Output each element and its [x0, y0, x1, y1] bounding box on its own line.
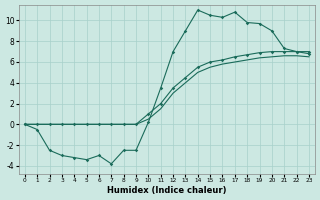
X-axis label: Humidex (Indice chaleur): Humidex (Indice chaleur)	[107, 186, 227, 195]
